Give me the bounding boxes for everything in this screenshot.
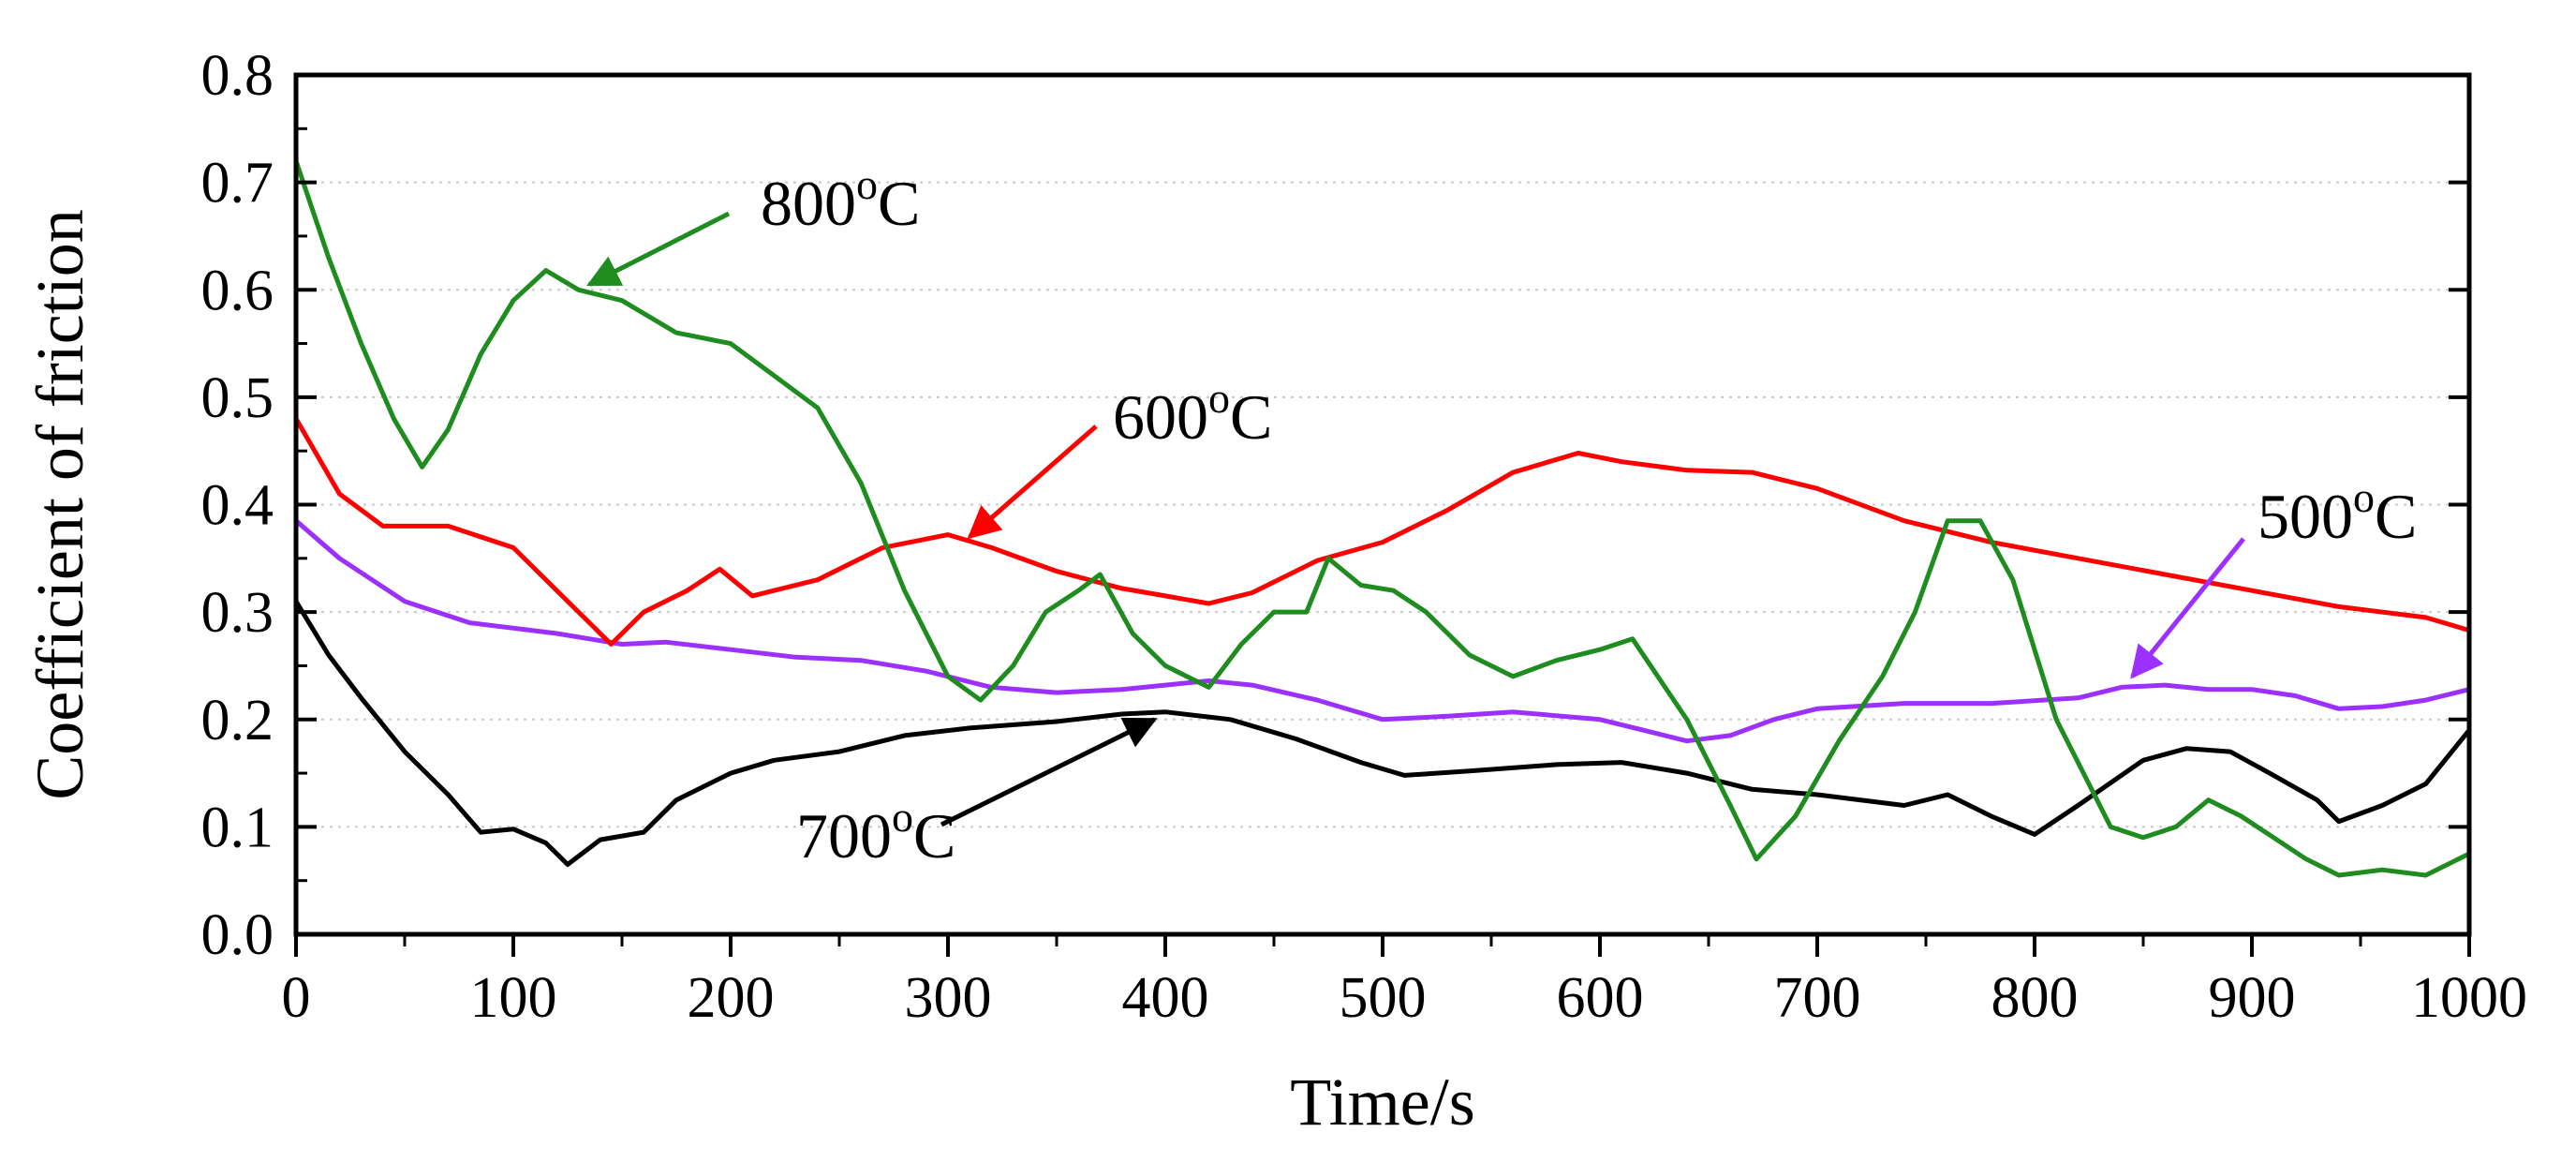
x-tick-label: 600 — [1557, 966, 1644, 1030]
x-tick-label: 900 — [2209, 966, 2296, 1030]
y-tick-label: 0.3 — [201, 581, 274, 645]
annotation-label-600oC: 600oC — [1113, 374, 1272, 453]
x-tick-label: 100 — [470, 966, 557, 1030]
x-tick-label: 300 — [905, 966, 992, 1030]
x-tick-label: 700 — [1774, 966, 1861, 1030]
y-tick-label: 0.4 — [201, 474, 274, 538]
y-tick-label: 0.6 — [201, 259, 274, 322]
annotation-label-500oC: 500oC — [2258, 473, 2417, 552]
y-tick-label: 0.8 — [201, 44, 274, 108]
annotation-arrow — [2130, 537, 2245, 679]
x-axis-title: Time/s — [1290, 1065, 1474, 1140]
y-tick-label: 0.1 — [201, 796, 274, 859]
x-tick-label: 200 — [688, 966, 775, 1030]
x-tick-label: 1000 — [2411, 966, 2527, 1030]
y-tick-label: 0.5 — [201, 366, 274, 430]
series-line-600oC — [293, 417, 2470, 647]
series-line-800oC — [293, 159, 2471, 878]
series-line-700oC — [293, 600, 2471, 867]
annotation-arrow — [967, 425, 1098, 540]
annotations: 800oC 600oC 500oC 700oC — [586, 160, 2417, 872]
annotation-arrow — [586, 211, 731, 287]
x-tick-label: 500 — [1340, 966, 1427, 1030]
x-tick-label: 400 — [1122, 966, 1209, 1030]
series-line-500oC — [294, 518, 2470, 744]
x-tick-label: 800 — [1991, 966, 2079, 1030]
annotation-label-800oC: 800oC — [761, 160, 920, 239]
annotation-label-700oC: 700oC — [796, 793, 955, 872]
y-tick-label: 0.2 — [201, 689, 274, 752]
y-tick-label: 0.0 — [201, 903, 274, 967]
grid-lines — [296, 181, 2469, 828]
series-lines — [293, 159, 2471, 878]
axis-ticks: 0.0 0.1 0.2 0.3 0.4 0.5 0.6 0.7 0.8 0 100 200 300 400… — [201, 44, 2528, 1030]
y-axis-title: Coefficient of friction — [22, 209, 97, 799]
annotation-arrow — [940, 717, 1158, 827]
x-tick-label: 0 — [282, 966, 311, 1030]
y-tick-label: 0.7 — [201, 152, 274, 216]
